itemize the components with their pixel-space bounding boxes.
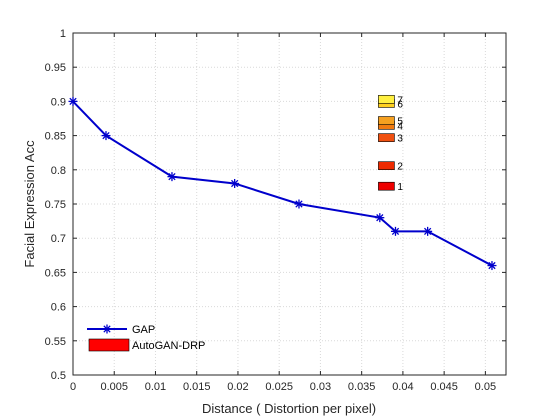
autogan-drp-marker	[378, 133, 395, 142]
x-tick-label: 0.045	[430, 381, 458, 393]
x-tick-label: 0	[70, 381, 76, 393]
y-tick-label: 0.85	[45, 131, 66, 143]
asterisk-stroke	[376, 214, 384, 222]
y-tick-label: 0.5	[51, 370, 66, 382]
x-tick-label: 0.035	[348, 381, 376, 393]
y-tick-label: 0.6	[51, 302, 66, 314]
asterisk-stroke	[102, 131, 110, 140]
asterisk-stroke	[391, 227, 400, 236]
legend-label: GAP	[132, 324, 155, 336]
asterisk-stroke	[69, 97, 77, 106]
autogan-drp-label: 2	[397, 162, 403, 173]
autogan-drp-marker	[378, 181, 395, 191]
autogan-drp-label: 6	[397, 99, 403, 110]
y-tick-label: 1	[60, 28, 66, 40]
autogan-drp-label: 3	[397, 134, 403, 145]
x-axis-title: Distance ( Distortion per pixel)	[202, 401, 376, 416]
x-tick-label: 0.05	[475, 381, 496, 393]
x-tick-label: 0.04	[392, 381, 413, 393]
asterisk-marker	[294, 199, 304, 209]
asterisk-marker	[68, 96, 78, 106]
asterisk-stroke	[103, 325, 111, 333]
asterisk-stroke	[168, 172, 176, 181]
y-tick-label: 0.95	[45, 62, 66, 74]
asterisk-stroke	[231, 179, 239, 188]
y-tick-label: 0.75	[45, 199, 66, 211]
asterisk-stroke	[488, 261, 496, 270]
x-tick-label: 0.01	[145, 381, 166, 393]
autogan-drp-marker	[378, 116, 395, 125]
x-tick-label: 0.025	[265, 381, 293, 393]
x-tick-label: 0.02	[227, 381, 248, 393]
y-tick-label: 0.55	[45, 336, 66, 348]
x-tick-label: 0.03	[310, 381, 331, 393]
asterisk-marker	[230, 178, 240, 188]
autogan-drp-marker	[378, 161, 395, 170]
legend: GAP AutoGAN-DRP	[87, 324, 205, 352]
y-axis-title: Facial Expression Acc	[22, 140, 37, 268]
asterisk-stroke	[295, 200, 303, 208]
series-group	[68, 96, 497, 271]
asterisk-marker	[423, 226, 433, 236]
autogan-drp-label: 7	[397, 95, 403, 106]
asterisk-marker	[375, 213, 385, 223]
asterisk-marker	[101, 131, 111, 141]
asterisk-marker	[102, 324, 112, 334]
y-tick-label: 0.8	[51, 165, 66, 177]
asterisk-stroke	[424, 227, 432, 236]
autogan-drp-label: 4	[397, 121, 403, 132]
asterisk-marker	[167, 172, 177, 182]
autogan-drp-marker	[378, 95, 395, 104]
ticks: 0 0.005 0.01 0.015 0.02 0.025 0.03 0.035 0.04 0.0…	[45, 28, 506, 393]
legend-drp-swatch	[88, 338, 130, 352]
legend-label: AutoGAN-DRP	[132, 340, 205, 352]
y-tick-label: 0.9	[51, 96, 66, 108]
x-tick-label: 0.005	[100, 381, 128, 393]
autogan-drp-label: 5	[397, 117, 403, 128]
autogan-drp-label: 1	[397, 182, 403, 193]
y-tick-label: 0.7	[51, 233, 66, 245]
asterisk-marker	[487, 261, 497, 271]
x-tick-label: 0.015	[183, 381, 211, 393]
asterisk-marker	[390, 226, 400, 236]
y-tick-label: 0.65	[45, 267, 66, 279]
